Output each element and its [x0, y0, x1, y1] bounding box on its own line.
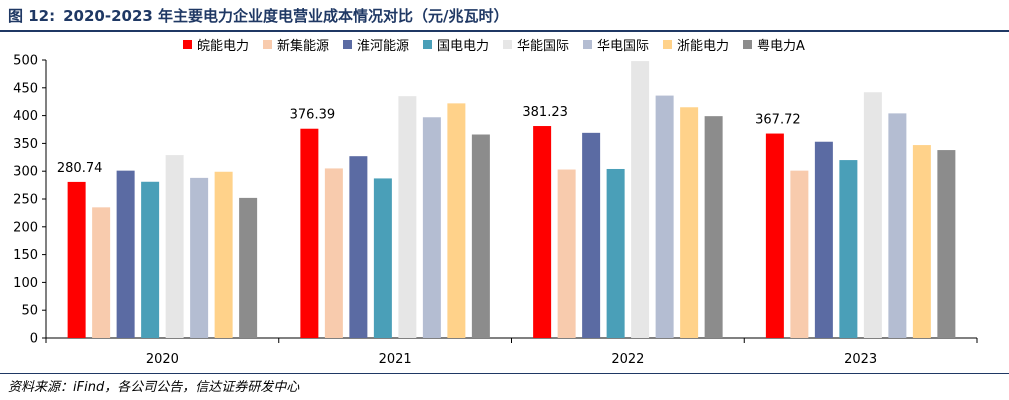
- x-tick-label: 2023: [844, 352, 877, 367]
- y-tick-label: 400: [13, 109, 38, 124]
- bar: [324, 168, 343, 338]
- bar: [863, 92, 882, 338]
- bar: [422, 117, 441, 338]
- legend-swatch: [743, 40, 752, 49]
- bar: [533, 126, 552, 338]
- bar: [398, 96, 417, 338]
- bar: [190, 177, 209, 338]
- bar: [300, 128, 319, 338]
- data-label: 367.72: [755, 113, 801, 128]
- x-tick-label: 2020: [146, 352, 179, 367]
- bar: [655, 95, 674, 338]
- bar-chart: 0 50 100 150 200 250 300 350 400 450 500 2020 2021 20…: [13, 38, 978, 367]
- y-tick-label: 100: [13, 276, 38, 291]
- legend-swatch: [423, 40, 432, 49]
- legend-label: 国电电力: [437, 39, 489, 54]
- y-tick-label: 50: [21, 304, 38, 319]
- bar: [239, 197, 258, 338]
- bar: [373, 178, 392, 338]
- bar: [116, 170, 135, 338]
- bar: [704, 116, 723, 338]
- bar: [67, 181, 86, 338]
- y-tick-label: 0: [30, 332, 38, 347]
- bar: [557, 169, 576, 338]
- bar: [839, 160, 858, 338]
- bar: [92, 207, 111, 338]
- legend-swatch: [263, 40, 272, 49]
- bar: [680, 107, 699, 338]
- legend-label: 浙能电力: [677, 39, 729, 54]
- legend-label: 新集能源: [277, 38, 329, 54]
- bar: [912, 145, 931, 338]
- bar: [606, 168, 625, 338]
- source-divider: [0, 373, 1009, 374]
- bar: [582, 132, 601, 338]
- y-tick-label: 150: [13, 248, 38, 263]
- data-label: 381.23: [522, 105, 568, 120]
- bar: [349, 156, 368, 338]
- figure-title-text: 2020-2023 年主要电力企业度电营业成本情况对比（元/兆瓦时）: [63, 7, 509, 25]
- data-label: 376.39: [290, 108, 336, 123]
- bar: [214, 171, 233, 338]
- y-tick-label: 300: [13, 165, 38, 180]
- legend-swatch: [583, 40, 592, 49]
- data-label: 280.74: [57, 161, 103, 176]
- legend-swatch: [663, 40, 672, 49]
- x-tick-label: 2021: [379, 352, 412, 367]
- y-tick-label: 250: [13, 193, 38, 208]
- legend-label: 皖能电力: [197, 39, 249, 54]
- y-tick-label: 200: [13, 220, 38, 235]
- bar: [141, 181, 160, 338]
- legend-swatch: [183, 40, 192, 49]
- bar: [790, 170, 809, 338]
- y-tick-label: 450: [13, 81, 38, 96]
- bar: [471, 134, 490, 338]
- y-tick-label: 500: [13, 54, 38, 69]
- legend-swatch: [503, 40, 512, 49]
- legend-label: 华能国际: [517, 39, 569, 54]
- legend-swatch: [343, 40, 352, 49]
- source-note: 资料来源：iFind，各公司公告，信达证券研发中心: [8, 380, 300, 395]
- y-tick-label: 350: [13, 137, 38, 152]
- legend-label: 粤电力A: [757, 38, 805, 54]
- bar: [814, 141, 833, 338]
- x-tick-label: 2022: [611, 352, 644, 367]
- bar: [165, 155, 184, 338]
- figure-header: 图 12: 2020-2023 年主要电力企业度电营业成本情况对比（元/兆瓦时）: [0, 0, 1009, 32]
- bar: [888, 113, 907, 338]
- bar: [937, 150, 956, 338]
- bar: [447, 103, 466, 338]
- figure-number: 图 12:: [8, 7, 56, 25]
- bar: [765, 133, 784, 338]
- legend-label: 淮河能源: [357, 39, 409, 54]
- legend-label: 华电国际: [597, 39, 649, 54]
- bar: [631, 61, 650, 338]
- figure-title: 图 12: 2020-2023 年主要电力企业度电营业成本情况对比（元/兆瓦时）: [8, 5, 509, 26]
